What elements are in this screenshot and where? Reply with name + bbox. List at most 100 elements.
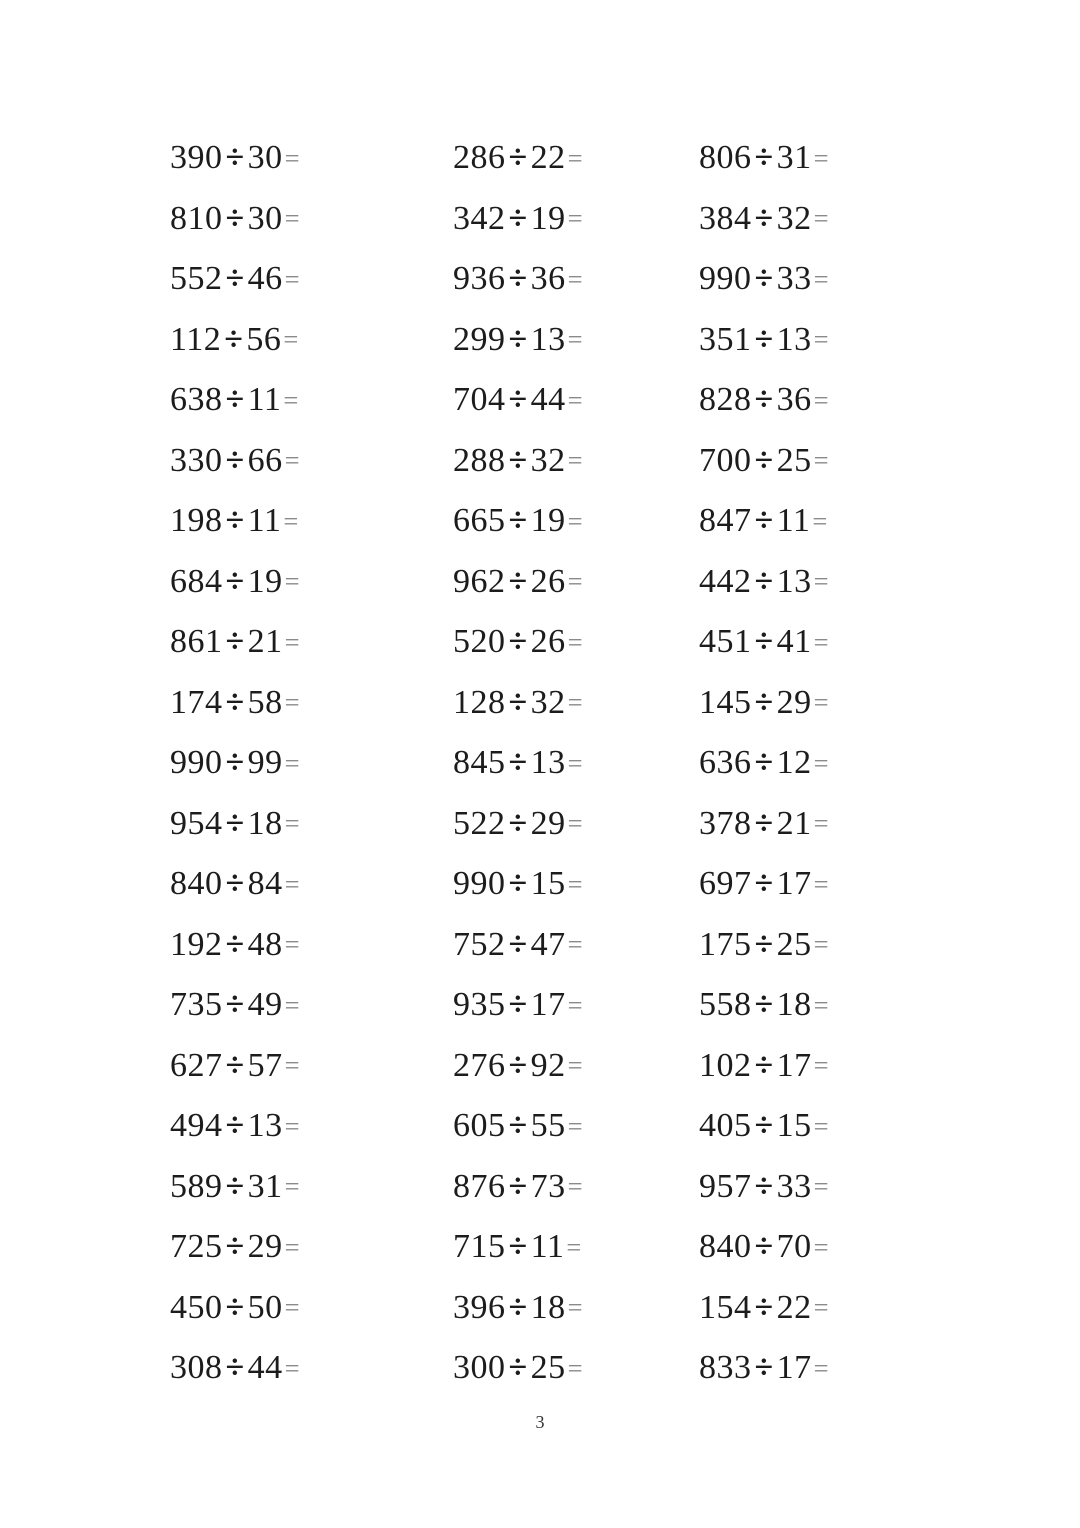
division-sign: ÷ [225,139,245,177]
dividend: 735 [170,986,223,1024]
divisor: 13 [247,1107,283,1145]
divisor: 19 [247,562,283,600]
divisor: 73 [530,1167,566,1205]
dividend: 605 [453,1107,506,1145]
problem: 806 ÷ 31 = [699,128,829,189]
equals-sign: = [284,263,301,294]
dividend: 145 [699,683,752,721]
divisor: 18 [530,1288,566,1326]
dividend: 627 [170,1046,223,1084]
equals-sign: = [812,505,828,536]
dividend: 102 [699,1046,752,1084]
dividend: 451 [699,623,752,661]
divisor: 44 [530,381,566,419]
problem: 840 ÷ 70 = [699,1217,829,1278]
divisor: 46 [247,260,283,298]
equals-sign: = [567,1171,584,1202]
equals-sign: = [284,1352,301,1383]
division-sign: ÷ [225,1167,245,1205]
dividend: 128 [453,683,506,721]
dividend: 299 [453,320,506,358]
divisor: 26 [530,562,566,600]
dividend: 494 [170,1107,223,1145]
dividend: 700 [699,441,752,479]
problem: 558 ÷ 18 = [699,975,829,1036]
equals-sign: = [284,203,301,234]
equals-sign: = [567,808,584,839]
dividend: 198 [170,502,223,540]
divisor: 12 [776,744,812,782]
division-sign: ÷ [754,199,774,237]
divisor: 11 [530,1228,565,1266]
equals-sign: = [567,1050,584,1081]
dividend: 990 [699,260,752,298]
equals-sign: = [567,747,584,778]
divisor: 36 [530,260,566,298]
division-sign: ÷ [754,1349,774,1387]
division-sign: ÷ [508,865,528,903]
problem: 715 ÷ 11 = [453,1217,699,1278]
problem: 684 ÷ 19 = [170,552,453,613]
division-sign: ÷ [754,1046,774,1084]
equals-sign: = [567,626,584,657]
problem: 589 ÷ 31 = [170,1157,453,1218]
divisor: 21 [247,623,283,661]
dividend: 752 [453,925,506,963]
divisor: 55 [530,1107,566,1145]
divisor: 32 [530,683,566,721]
equals-sign: = [284,1171,301,1202]
problem: 192 ÷ 48 = [170,915,453,976]
problem: 990 ÷ 99 = [170,733,453,794]
division-sign: ÷ [225,1288,245,1326]
division-sign: ÷ [225,199,245,237]
problem: 384 ÷ 32 = [699,189,829,250]
division-sign: ÷ [225,623,245,661]
problem: 390 ÷ 30 = [170,128,453,189]
problem: 494 ÷ 13 = [170,1096,453,1157]
dividend: 957 [699,1167,752,1205]
division-sign: ÷ [754,139,774,177]
equals-sign: = [567,1352,584,1383]
problem: 861 ÷ 21 = [170,612,453,673]
problem: 154 ÷ 22 = [699,1278,829,1339]
divisor: 49 [247,986,283,1024]
problem: 627 ÷ 57 = [170,1036,453,1097]
dividend: 833 [699,1349,752,1387]
divisor: 44 [247,1349,283,1387]
divisor: 19 [530,199,566,237]
problem: 876 ÷ 73 = [453,1157,699,1218]
division-sign: ÷ [508,1288,528,1326]
dividend: 665 [453,502,506,540]
problem: 725 ÷ 29 = [170,1217,453,1278]
dividend: 330 [170,441,223,479]
equals-sign: = [284,747,301,778]
division-sign: ÷ [225,1349,245,1387]
equals-sign: = [813,808,830,839]
equals-sign: = [813,687,830,718]
equals-sign: = [567,566,584,597]
division-sign: ÷ [508,925,528,963]
problem: 174 ÷ 58 = [170,673,453,734]
divisor: 15 [776,1107,812,1145]
equals-sign: = [813,1171,830,1202]
dividend: 192 [170,925,223,963]
divisor: 47 [530,925,566,963]
equals-sign: = [813,142,830,173]
problem: 704 ÷ 44 = [453,370,699,431]
division-sign: ÷ [508,199,528,237]
dividend: 300 [453,1349,506,1387]
divisor: 48 [247,925,283,963]
problem: 286 ÷ 22 = [453,128,699,189]
divisor: 31 [776,139,812,177]
problem: 451 ÷ 41 = [699,612,829,673]
dividend: 636 [699,744,752,782]
division-sign: ÷ [225,562,245,600]
divisor: 56 [246,320,282,358]
division-sign: ÷ [508,744,528,782]
problem: 351 ÷ 13 = [699,310,829,371]
dividend: 154 [699,1288,752,1326]
divisor: 36 [776,381,812,419]
division-sign: ÷ [508,804,528,842]
problem: 828 ÷ 36 = [699,370,829,431]
division-sign: ÷ [508,562,528,600]
